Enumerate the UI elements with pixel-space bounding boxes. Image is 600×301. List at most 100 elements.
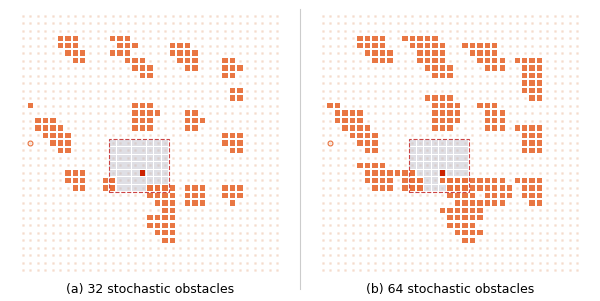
Bar <box>470 215 475 221</box>
Bar <box>170 222 175 228</box>
Bar <box>446 169 453 176</box>
Bar <box>416 169 424 176</box>
Bar <box>200 193 205 198</box>
Bar <box>155 185 160 191</box>
Bar <box>515 125 520 131</box>
Bar <box>230 88 235 93</box>
Text: (a) 32 stochastic obstacles: (a) 32 stochastic obstacles <box>66 283 234 296</box>
Bar <box>454 147 461 154</box>
Bar <box>522 73 527 78</box>
Bar <box>455 208 460 213</box>
Bar <box>124 155 131 161</box>
Bar <box>148 222 153 228</box>
Bar <box>425 95 430 101</box>
Bar <box>462 230 467 235</box>
Bar <box>58 133 63 138</box>
Bar <box>80 170 85 175</box>
Bar <box>410 36 415 41</box>
Bar <box>140 73 145 78</box>
Bar <box>230 140 235 146</box>
Bar <box>462 222 467 228</box>
Bar <box>410 43 415 48</box>
Bar <box>409 162 416 169</box>
Bar <box>455 185 460 191</box>
Bar <box>133 103 138 108</box>
Bar <box>380 185 385 191</box>
Bar <box>65 140 71 146</box>
Bar <box>424 169 431 176</box>
Bar <box>148 193 153 198</box>
Bar <box>132 147 139 154</box>
Bar <box>388 51 393 56</box>
Bar <box>163 200 168 206</box>
Bar <box>529 80 535 86</box>
Bar <box>537 73 542 78</box>
Bar <box>416 155 424 161</box>
Bar <box>432 103 437 108</box>
Bar <box>440 178 445 183</box>
Bar <box>388 178 393 183</box>
Bar <box>222 73 227 78</box>
Bar <box>365 43 370 48</box>
Bar <box>440 125 445 131</box>
Bar <box>148 110 153 116</box>
Bar <box>132 169 139 176</box>
Bar <box>230 58 235 64</box>
Bar <box>470 185 475 191</box>
Bar <box>417 185 422 191</box>
Bar <box>80 51 85 56</box>
Bar <box>140 118 145 123</box>
Bar <box>109 139 169 192</box>
Bar <box>154 155 161 161</box>
Bar <box>118 43 123 48</box>
Bar <box>133 43 138 48</box>
Bar <box>492 110 497 116</box>
Bar <box>343 110 348 116</box>
Bar <box>522 125 527 131</box>
Bar <box>110 185 115 191</box>
Bar <box>139 185 146 191</box>
Bar <box>73 178 78 183</box>
Bar <box>140 110 145 116</box>
Bar <box>447 118 452 123</box>
Bar <box>133 118 138 123</box>
Bar <box>439 140 446 146</box>
Bar <box>447 208 452 213</box>
Bar <box>133 65 138 71</box>
Bar <box>492 193 497 198</box>
Bar <box>35 125 41 131</box>
Bar <box>402 185 407 191</box>
Bar <box>529 88 535 93</box>
Bar <box>522 148 527 153</box>
Bar <box>431 140 438 146</box>
Bar <box>117 185 124 191</box>
Bar <box>43 125 48 131</box>
Bar <box>117 147 124 154</box>
Bar <box>447 125 452 131</box>
Bar <box>117 162 124 169</box>
Bar <box>358 140 363 146</box>
Bar <box>447 215 452 221</box>
Bar <box>500 58 505 64</box>
Bar <box>350 110 355 116</box>
Bar <box>409 139 469 192</box>
Bar <box>140 103 145 108</box>
Bar <box>185 51 190 56</box>
Bar <box>537 178 542 183</box>
Bar <box>409 147 416 154</box>
Bar <box>230 185 235 191</box>
Bar <box>522 140 527 146</box>
Bar <box>373 36 378 41</box>
Bar <box>455 110 460 116</box>
Bar <box>163 193 168 198</box>
Bar <box>124 185 131 191</box>
Bar <box>162 147 169 154</box>
Bar <box>193 58 198 64</box>
Bar <box>439 169 446 176</box>
Bar <box>522 178 527 183</box>
Bar <box>529 133 535 138</box>
Bar <box>462 185 467 191</box>
Bar <box>343 118 348 123</box>
Bar <box>124 147 131 154</box>
Bar <box>140 58 145 64</box>
